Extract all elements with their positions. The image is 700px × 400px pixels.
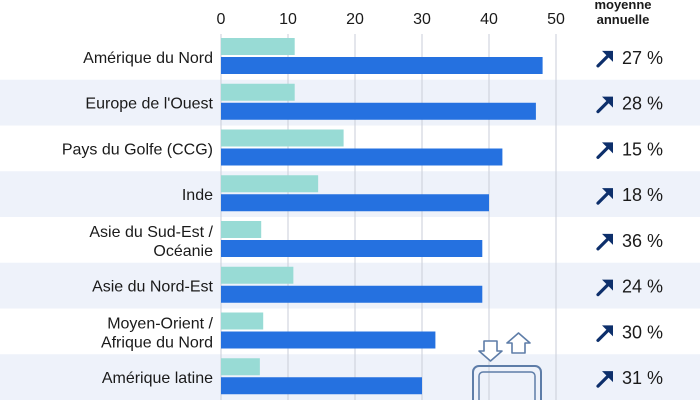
- growth-arrow-icon: [596, 236, 611, 251]
- growth-arrow-icon: [596, 53, 611, 68]
- bar-series-2: [221, 377, 422, 395]
- icon-frame-outer: [472, 365, 542, 400]
- category-label: Inde: [182, 187, 213, 204]
- growth-arrow-icon: [596, 373, 611, 388]
- growth-arrow-head-icon: [602, 188, 613, 200]
- growth-header-line: moyenne: [594, 0, 651, 12]
- growth-arrow-head-icon: [602, 50, 613, 62]
- bar-series-1: [221, 38, 295, 55]
- category-label: Moyen-Orient /: [107, 315, 213, 332]
- category-label: Asie du Sud-Est /: [89, 224, 213, 241]
- growth-arrow-icon: [596, 144, 611, 159]
- growth-arrow-head-icon: [602, 325, 613, 337]
- exchange-icon: [472, 332, 542, 400]
- category-label: Asie du Nord-Est: [92, 279, 213, 296]
- tick-label: 20: [346, 11, 364, 28]
- growth-arrow-head-icon: [602, 233, 613, 245]
- bar-series-2: [221, 331, 436, 349]
- bar-series-1: [221, 358, 260, 376]
- growth-value: 27 %: [622, 48, 663, 68]
- tick-label: 50: [547, 11, 565, 28]
- category-label: Océanie: [153, 243, 213, 260]
- growth-value: 15 %: [622, 139, 663, 159]
- growth-arrow-head-icon: [602, 142, 613, 154]
- tick-label: 0: [217, 11, 226, 28]
- up-arrow-icon: [506, 332, 531, 354]
- growth-arrow-icon: [596, 190, 611, 205]
- bar-series-1: [221, 83, 295, 101]
- bar-series-2: [221, 57, 543, 74]
- bar-series-1: [221, 221, 262, 238]
- down-arrow-icon: [478, 340, 503, 362]
- growth-header-line: annuelle: [597, 12, 650, 27]
- growth-column: 27 % 28 % 15 % 18 % 36 % 24 % 30 % 31 %: [596, 48, 663, 388]
- category-label: Pays du Golfe (CCG): [62, 141, 213, 158]
- bar-series-1: [221, 312, 264, 330]
- growth-value: 28 %: [622, 94, 663, 114]
- bar-series-2: [221, 194, 489, 212]
- tick-label: 30: [413, 11, 431, 28]
- bar-series-2: [221, 148, 503, 166]
- growth-arrow-icon: [596, 99, 611, 114]
- bar-series-1: [221, 266, 294, 284]
- growth-arrow-head-icon: [602, 279, 613, 291]
- row-bands: [0, 79, 700, 400]
- category-label: Amérique latine: [102, 370, 213, 387]
- category-label: Afrique du Nord: [101, 334, 213, 351]
- growth-value: 18 %: [622, 185, 663, 205]
- bar-series-1: [221, 175, 319, 193]
- growth-value: 36 %: [622, 231, 663, 251]
- growth-arrow-icon: [596, 327, 611, 342]
- category-label: Europe de l'Ouest: [85, 96, 213, 113]
- tick-label: 10: [279, 11, 297, 28]
- bar-series-2: [221, 240, 483, 257]
- category-label: Amérique du Nord: [83, 50, 213, 67]
- icon-frame-inner: [478, 371, 536, 400]
- bars: [221, 38, 543, 395]
- growth-arrow-head-icon: [602, 96, 613, 108]
- tick-label: 40: [480, 11, 498, 28]
- bar-series-2: [221, 102, 536, 120]
- category-labels: Amérique du Nord Europe de l'Ouest Pays du…: [62, 50, 214, 387]
- x-axis-ticks: 0 10 20 30 40 50: [217, 11, 565, 28]
- growth-arrow-head-icon: [602, 371, 613, 383]
- growth-value: 24 %: [622, 277, 663, 297]
- growth-value: 31 %: [622, 368, 663, 388]
- bar-series-1: [221, 129, 344, 147]
- growth-value: 30 %: [622, 322, 663, 342]
- growth-arrow-icon: [596, 282, 611, 297]
- bar-series-2: [221, 285, 483, 303]
